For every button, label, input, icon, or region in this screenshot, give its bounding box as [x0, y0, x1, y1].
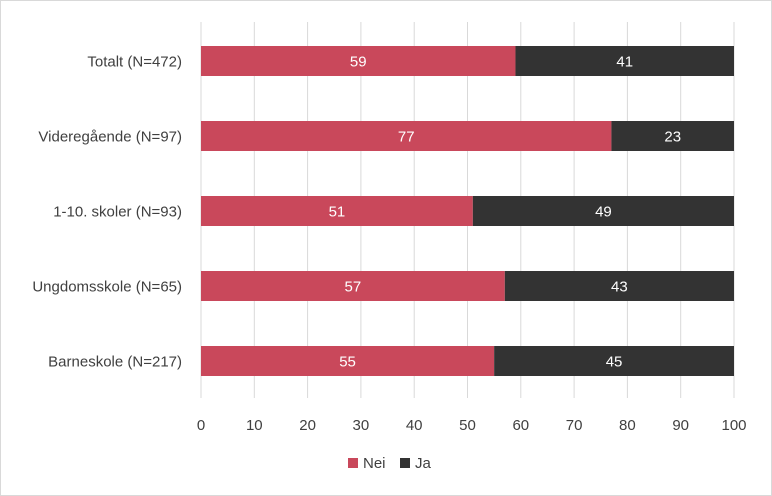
x-tick-label: 30: [353, 417, 370, 434]
bar-nei-0: [201, 46, 516, 76]
data-label-nei-3: 57: [345, 279, 362, 296]
data-label-nei-1: 77: [398, 129, 415, 146]
category-label: Ungdomsskole (N=65): [32, 279, 182, 296]
data-label-nei-2: 51: [329, 204, 346, 221]
data-label-ja-3: 43: [611, 279, 628, 296]
x-tick-label: 60: [512, 417, 529, 434]
data-label-ja-4: 45: [606, 354, 623, 371]
x-tick-labels: 0 10 20 30 40 50 60 70 80 90 100: [197, 417, 747, 434]
category-label: Barneskole (N=217): [48, 354, 182, 371]
x-tick-label: 0: [197, 417, 205, 434]
x-tick-label: 50: [459, 417, 476, 434]
legend-label-ja: Ja: [415, 455, 432, 472]
bar-nei-2: [201, 196, 473, 226]
bar-ja-0: [515, 46, 734, 76]
data-label-nei-4: 55: [339, 354, 356, 371]
category-label: Totalt (N=472): [87, 54, 182, 71]
x-tick-label: 40: [406, 417, 423, 434]
category-labels: Totalt (N=472) Videregående (N=97) 1-10. s…: [32, 54, 182, 371]
bar-nei-1: [201, 121, 612, 151]
legend: Nei Ja: [348, 455, 432, 472]
data-label-ja-2: 49: [595, 204, 612, 221]
bars: 59 41 77 23 51 49 57 43 55 45: [201, 46, 734, 376]
x-tick-label: 100: [721, 417, 746, 434]
category-label: 1-10. skoler (N=93): [53, 204, 182, 221]
category-label: Videregående (N=97): [38, 129, 182, 146]
bar-nei-3: [201, 271, 505, 301]
x-tick-label: 10: [246, 417, 263, 434]
x-tick-label: 80: [619, 417, 636, 434]
legend-label-nei: Nei: [363, 455, 386, 472]
bar-ja-4: [494, 346, 734, 376]
bar-ja-3: [504, 271, 734, 301]
data-label-ja-0: 41: [616, 54, 633, 71]
x-tick-label: 70: [566, 417, 583, 434]
legend-swatch-nei: [348, 458, 358, 468]
legend-swatch-ja: [400, 458, 410, 468]
data-label-nei-0: 59: [350, 54, 367, 71]
bar-ja-2: [472, 196, 734, 226]
bar-nei-4: [201, 346, 495, 376]
data-label-ja-1: 23: [664, 129, 681, 146]
x-tick-label: 20: [299, 417, 316, 434]
x-tick-label: 90: [672, 417, 689, 434]
bar-ja-1: [611, 121, 734, 151]
